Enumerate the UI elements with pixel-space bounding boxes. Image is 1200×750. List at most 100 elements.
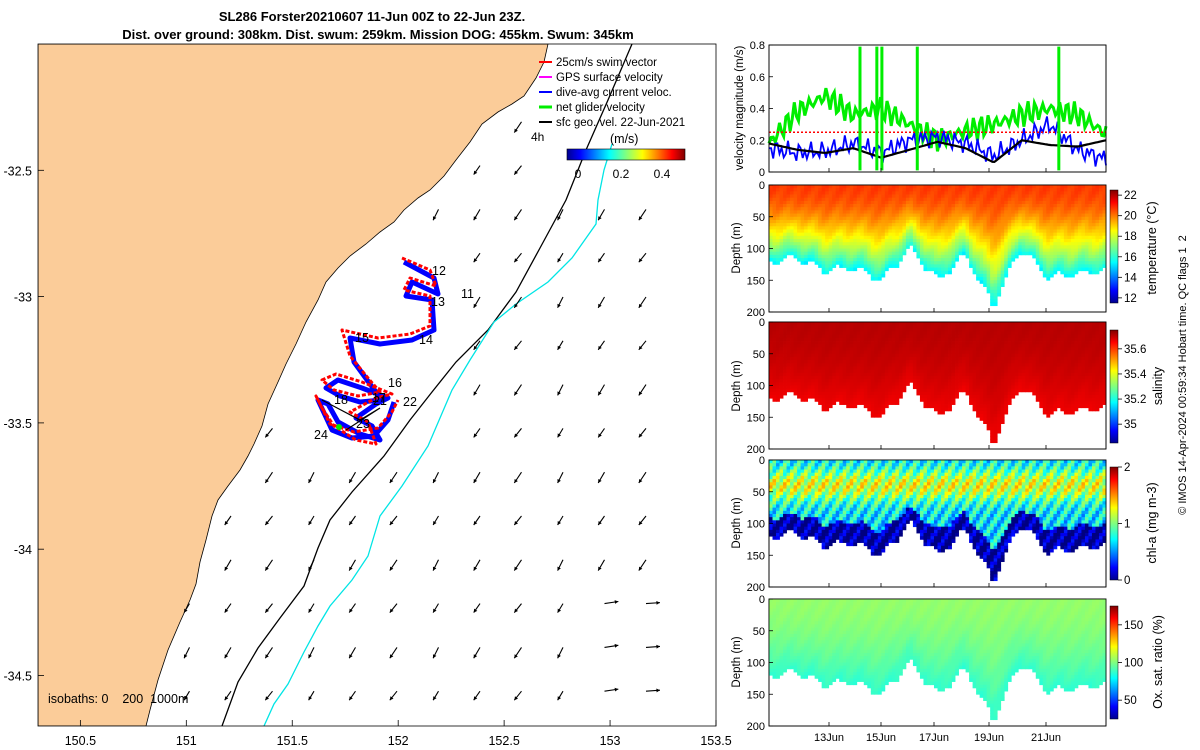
section-cell bbox=[1011, 350, 1016, 355]
section-cell bbox=[1028, 251, 1033, 256]
section-cell bbox=[979, 273, 984, 278]
section-cell bbox=[1067, 194, 1072, 199]
section-cell bbox=[923, 210, 928, 214]
section-cell bbox=[807, 337, 812, 342]
section-cell bbox=[1025, 344, 1030, 348]
section-cell bbox=[958, 337, 963, 342]
section-cell bbox=[976, 414, 981, 418]
section-cell bbox=[849, 401, 854, 405]
section-cell bbox=[941, 391, 945, 396]
section-cell bbox=[1042, 200, 1047, 205]
section-cell bbox=[969, 401, 973, 405]
section-cell bbox=[926, 216, 931, 221]
section-cell bbox=[1039, 382, 1044, 386]
section-cell bbox=[898, 334, 903, 339]
section-cell bbox=[800, 356, 805, 361]
section-cell bbox=[1049, 369, 1054, 374]
section-cell bbox=[955, 258, 959, 262]
section-cell bbox=[1060, 251, 1065, 256]
section-cell bbox=[1063, 204, 1068, 208]
section-cell bbox=[870, 210, 875, 214]
section-cell bbox=[951, 353, 956, 358]
section-cell bbox=[835, 363, 840, 367]
section-cell bbox=[800, 337, 805, 342]
section-cell bbox=[769, 382, 773, 386]
section-cell bbox=[912, 185, 917, 189]
section-cell bbox=[1070, 191, 1075, 195]
section-cell bbox=[976, 229, 981, 234]
section-cell bbox=[1011, 251, 1016, 256]
section-cell bbox=[891, 197, 896, 202]
section-cell bbox=[993, 391, 998, 396]
section-cell bbox=[1039, 238, 1044, 243]
section-cell bbox=[986, 197, 991, 202]
section-cell bbox=[1000, 344, 1005, 348]
section-cell bbox=[1039, 188, 1044, 192]
section-cell bbox=[1053, 328, 1058, 332]
section-cell bbox=[1049, 395, 1054, 399]
section-cell bbox=[818, 344, 823, 348]
section-cell bbox=[986, 369, 991, 374]
section-cell bbox=[793, 235, 798, 240]
section-cell bbox=[1004, 273, 1009, 278]
section-cell bbox=[1053, 261, 1058, 265]
section-cell bbox=[1074, 245, 1079, 249]
section-cell bbox=[832, 216, 837, 221]
section-cell bbox=[860, 401, 865, 405]
section-cell bbox=[1025, 366, 1030, 371]
section-cell bbox=[818, 382, 823, 386]
section-cell bbox=[832, 401, 837, 405]
section-cell bbox=[997, 344, 1002, 348]
section-cell bbox=[867, 191, 872, 195]
current-vector-head bbox=[308, 608, 313, 613]
section-cell bbox=[790, 350, 794, 355]
section-cell bbox=[912, 248, 917, 253]
section-cell bbox=[884, 382, 889, 386]
section-cell bbox=[909, 347, 914, 351]
section-cell bbox=[1049, 375, 1054, 380]
section-cell bbox=[1070, 210, 1075, 214]
section-cell bbox=[1018, 185, 1023, 189]
section-cell bbox=[846, 337, 851, 342]
section-cell bbox=[930, 344, 935, 348]
section-cell bbox=[1084, 229, 1089, 234]
section-cell bbox=[944, 258, 949, 262]
section-cell bbox=[821, 331, 826, 336]
section-cell bbox=[1060, 213, 1065, 218]
section-cell bbox=[818, 337, 823, 342]
section-cell bbox=[884, 328, 889, 332]
section-cell bbox=[1077, 216, 1082, 221]
section-cell bbox=[891, 322, 896, 326]
section-cell bbox=[832, 219, 837, 224]
section-cell bbox=[919, 398, 924, 402]
section-cell bbox=[856, 204, 861, 208]
section-cell bbox=[1021, 238, 1026, 243]
section-cell bbox=[1081, 188, 1086, 192]
section-cell bbox=[825, 331, 830, 336]
section-cell bbox=[1004, 194, 1009, 199]
section-cell bbox=[807, 242, 812, 246]
section-cell bbox=[853, 213, 858, 218]
section-cell bbox=[948, 325, 952, 329]
section-cell bbox=[790, 194, 794, 199]
section-cell bbox=[860, 366, 865, 371]
section-cell bbox=[783, 391, 787, 396]
section-cell bbox=[870, 245, 875, 249]
section-cell bbox=[877, 395, 882, 399]
section-cell bbox=[891, 363, 896, 367]
section-cell bbox=[786, 238, 791, 243]
section-cell bbox=[1042, 229, 1047, 234]
section-cell bbox=[933, 197, 938, 202]
section-cell bbox=[923, 395, 928, 399]
section-cell bbox=[1021, 360, 1026, 364]
section-cell bbox=[884, 322, 889, 326]
section-cell bbox=[979, 407, 984, 412]
section-cell bbox=[846, 341, 851, 345]
section-cell bbox=[804, 207, 809, 211]
section-cell bbox=[951, 232, 956, 237]
section-cell bbox=[941, 379, 945, 383]
section-cell bbox=[933, 251, 938, 256]
section-cell bbox=[874, 385, 879, 390]
section-cell bbox=[1049, 337, 1054, 342]
